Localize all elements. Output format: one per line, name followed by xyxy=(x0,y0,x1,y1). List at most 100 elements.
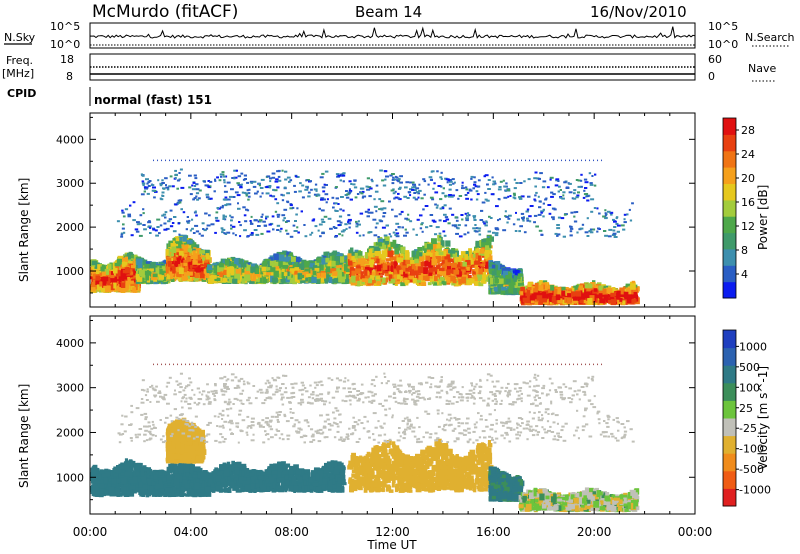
nsky-label: N.Sky xyxy=(4,31,36,44)
power-cell xyxy=(294,267,300,271)
power-cell xyxy=(170,272,174,280)
power-cell xyxy=(192,260,197,265)
power-cell xyxy=(172,266,176,274)
power-cell xyxy=(187,271,193,276)
nsky-panel: N.Sky 10^5 10^0 10^5 10^0 N.Search xyxy=(4,20,795,51)
power-cell xyxy=(136,277,143,282)
power-region-5 xyxy=(347,234,494,287)
power-cell xyxy=(207,265,213,270)
power-cell xyxy=(340,256,345,263)
power-cell xyxy=(101,288,105,293)
nave-label: Nave xyxy=(748,62,776,75)
power-cell xyxy=(126,284,130,290)
power-cell xyxy=(320,277,325,283)
power-cell xyxy=(92,273,99,279)
power-cell xyxy=(194,273,199,279)
power-cell xyxy=(106,266,110,271)
power-cell xyxy=(280,279,286,283)
power-cell xyxy=(120,285,126,293)
power-cell xyxy=(232,278,238,284)
power-cell xyxy=(107,279,111,286)
power-cell xyxy=(141,271,146,278)
power-cell xyxy=(90,287,96,292)
power-cell xyxy=(155,279,162,283)
power-cell xyxy=(129,261,133,265)
power-cell xyxy=(101,264,106,271)
power-cell xyxy=(98,289,103,293)
power-cell xyxy=(99,266,103,273)
power-cell xyxy=(343,264,348,271)
power-cell xyxy=(130,272,136,280)
power-cell xyxy=(117,276,123,283)
power-cell xyxy=(113,281,119,285)
power-cell xyxy=(205,253,210,260)
power-cell xyxy=(125,256,128,263)
power-cell xyxy=(135,274,141,280)
power-cell xyxy=(333,278,339,284)
power-cell xyxy=(336,264,342,268)
power-cell xyxy=(113,282,117,289)
power-cell xyxy=(273,253,279,261)
nsky-line xyxy=(89,26,696,40)
power-cell xyxy=(144,270,151,276)
power-cell xyxy=(250,266,256,273)
nsearch-label: N.Search xyxy=(745,31,795,44)
power-cell xyxy=(224,259,229,266)
power-cell xyxy=(102,279,107,286)
power-cell xyxy=(127,278,132,282)
power-cell xyxy=(110,284,115,291)
nsearch-tick-top: 10^5 xyxy=(708,20,738,33)
power-cell xyxy=(120,282,126,288)
power-cell xyxy=(282,265,289,269)
power-cell xyxy=(207,278,213,284)
power-cell xyxy=(101,271,106,276)
power-cell xyxy=(149,265,153,269)
power-cell xyxy=(110,279,115,287)
power-cell xyxy=(142,268,147,273)
power-cell xyxy=(121,276,128,282)
power-cell xyxy=(90,276,94,280)
power-cell xyxy=(120,270,125,277)
power-cell xyxy=(150,261,156,269)
power-cell xyxy=(165,266,171,270)
power-cells xyxy=(90,159,640,306)
power-cell xyxy=(283,272,288,277)
power-cell xyxy=(199,250,205,254)
freq-label: Freq. xyxy=(6,54,33,67)
power-cell xyxy=(149,280,154,284)
power-cell xyxy=(121,257,128,264)
power-cell xyxy=(283,257,290,262)
power-cell xyxy=(339,276,346,283)
power-cell xyxy=(111,276,118,283)
power-cell xyxy=(265,267,271,271)
power-cell xyxy=(338,269,342,277)
power-cell xyxy=(97,264,101,271)
power-cell xyxy=(273,270,279,278)
power-cell xyxy=(167,261,172,268)
power-cell xyxy=(91,260,97,266)
power-cell xyxy=(178,250,184,256)
power-cell xyxy=(125,280,130,286)
power-cell xyxy=(226,271,230,277)
power-cell xyxy=(182,236,187,242)
power-cell xyxy=(94,262,100,269)
power-cell xyxy=(110,271,114,278)
power-cell xyxy=(137,261,143,269)
power-cell xyxy=(149,277,153,281)
power-cell xyxy=(182,245,188,250)
power-cell xyxy=(184,266,189,271)
power-cell xyxy=(161,270,166,278)
power-cell xyxy=(109,276,113,283)
power-cell xyxy=(206,273,210,279)
power-cell xyxy=(132,287,136,293)
power-cell xyxy=(219,272,224,278)
power-cell xyxy=(272,277,278,283)
nsky-tick-bottom: 10^0 xyxy=(50,38,80,51)
power-cell xyxy=(134,283,138,290)
power-cell xyxy=(210,275,217,279)
power-cell xyxy=(141,261,146,267)
power-cell xyxy=(102,276,109,282)
power-cell xyxy=(95,275,101,281)
power-cell xyxy=(321,258,326,265)
power-cell xyxy=(304,268,309,272)
